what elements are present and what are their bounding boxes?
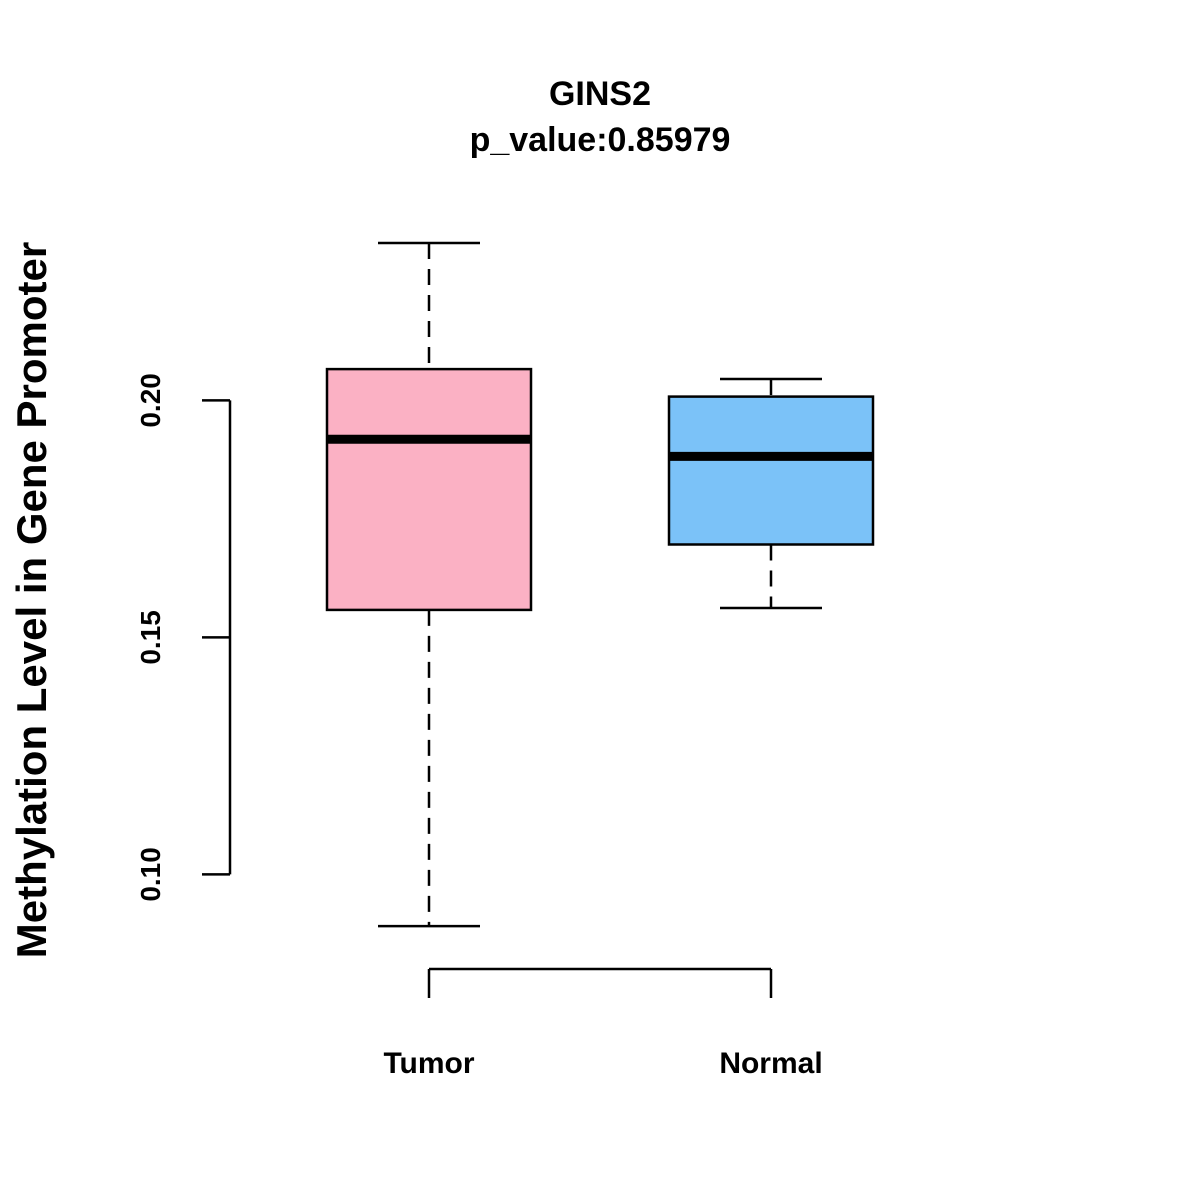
y-tick-label-0.20: 0.20 (135, 373, 166, 428)
x-axis: Tumor Normal (383, 967, 823, 1080)
x-tick-label-normal: Normal (719, 1047, 822, 1080)
box-tumor (325, 241, 533, 928)
iqr-box-normal (667, 395, 875, 546)
x-tick-label-tumor: Tumor (383, 1047, 474, 1080)
boxes-group (325, 241, 875, 928)
y-tick-label-0.10: 0.10 (135, 847, 166, 902)
chart-title: GINS2 (549, 75, 651, 113)
y-axis-label: Methylation Level in Gene Promoter (8, 242, 55, 958)
iqr-box-tumor (325, 367, 533, 612)
y-tick-label-0.15: 0.15 (135, 610, 166, 665)
chart-subtitle: p_value:0.85979 (470, 121, 731, 159)
y-axis: 0.10 0.15 0.20 (135, 373, 232, 902)
box-normal (667, 377, 875, 610)
